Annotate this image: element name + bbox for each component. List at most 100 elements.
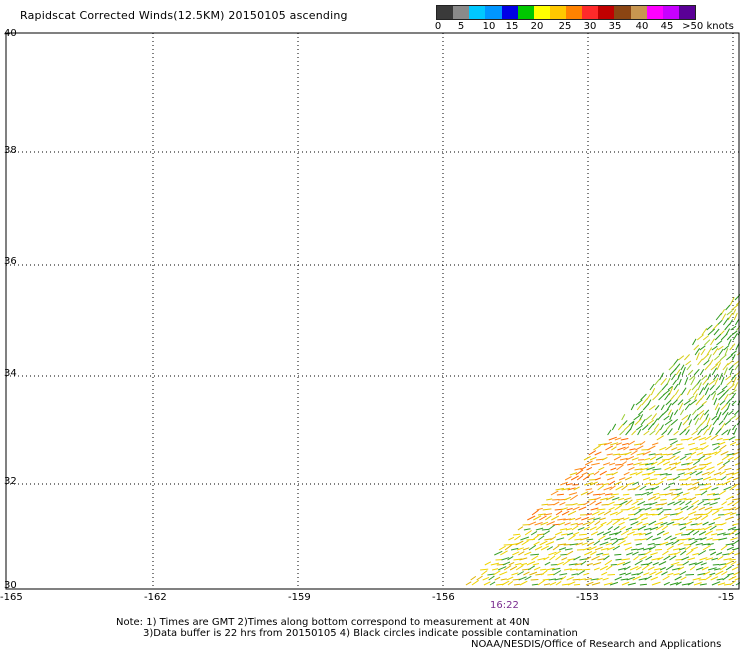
- wind-vector: [730, 350, 737, 356]
- wind-vector: [602, 483, 609, 486]
- wind-vector: [669, 462, 678, 466]
- wind-vector: [649, 526, 659, 531]
- wind-vector: [698, 410, 705, 416]
- wind-vector: [591, 462, 600, 466]
- wind-vector: [562, 559, 571, 566]
- wind-vector: [490, 562, 500, 566]
- wind-vector: [667, 385, 674, 391]
- wind-vector: [702, 378, 709, 386]
- wind-vector: [558, 547, 567, 551]
- wind-vector: [532, 563, 540, 566]
- lon-tick-label: -165: [0, 592, 23, 603]
- wind-vector: [507, 580, 514, 586]
- wind-vector: [563, 518, 572, 521]
- wind-vector: [713, 373, 719, 381]
- wind-vector: [588, 520, 595, 526]
- wind-vector: [660, 377, 667, 386]
- wind-vector: [661, 525, 668, 531]
- wind-vector: [690, 546, 698, 551]
- wind-vector: [635, 566, 642, 571]
- wind-vector: [687, 486, 697, 491]
- wind-vector: [703, 382, 709, 391]
- wind-vector: [561, 510, 570, 516]
- wind-vector: [709, 572, 716, 576]
- wind-vector: [521, 540, 529, 546]
- wind-vector: [646, 535, 653, 541]
- wind-vector: [676, 443, 683, 446]
- wind-vector: [642, 403, 650, 411]
- wind-vector: [701, 543, 710, 546]
- wind-vector: [602, 553, 610, 556]
- wind-vector: [639, 583, 647, 586]
- wind-vector: [516, 547, 524, 551]
- wind-vector: [592, 562, 602, 566]
- wind-vector: [733, 312, 738, 321]
- wind-vector: [593, 567, 600, 571]
- wind-vector: [713, 472, 722, 476]
- wind-vector: [725, 543, 734, 546]
- wind-vector: [539, 540, 548, 546]
- wind-vector: [663, 581, 670, 586]
- wind-vector: [660, 453, 668, 456]
- wind-vector: [703, 359, 710, 366]
- wind-vector: [641, 517, 648, 521]
- wind-vector: [709, 427, 714, 436]
- wind-vector: [702, 335, 709, 341]
- wind-vector: [647, 445, 656, 451]
- wind-vector: [719, 444, 727, 451]
- wind-vector: [713, 516, 721, 521]
- wind-vector: [695, 447, 703, 451]
- wind-vector: [567, 558, 575, 561]
- wind-vector: [668, 364, 675, 371]
- wind-vector: [634, 468, 643, 471]
- lon-tick-label: -156: [432, 592, 455, 603]
- wind-vector: [655, 455, 664, 461]
- wind-vector: [583, 501, 590, 506]
- wind-vector: [594, 546, 603, 551]
- wind-vector: [649, 383, 655, 391]
- wind-vector: [576, 569, 583, 571]
- wind-vector: [489, 581, 496, 586]
- wind-vector: [693, 582, 702, 586]
- wind-vector: [609, 462, 616, 466]
- pass-time-label: 16:22: [490, 600, 519, 611]
- wind-vector: [712, 347, 719, 356]
- wind-vector: [713, 328, 720, 336]
- wind-vector: [669, 513, 679, 516]
- wind-vector: [615, 464, 622, 466]
- wind-vector: [723, 411, 729, 421]
- scale-swatch: [485, 6, 502, 19]
- wind-vector: [674, 551, 681, 556]
- wind-vector: [566, 532, 574, 536]
- scale-swatch: [662, 6, 679, 19]
- wind-vector: [659, 372, 664, 381]
- wind-vector: [538, 535, 545, 541]
- wind-vector: [651, 442, 659, 446]
- wind-vector: [711, 486, 719, 491]
- wind-vector: [679, 570, 687, 576]
- scale-swatch: [533, 6, 550, 19]
- wind-vector: [646, 561, 653, 566]
- wind-vector: [654, 379, 660, 386]
- wind-vector: [710, 390, 716, 396]
- wind-vector: [520, 536, 530, 541]
- wind-vector: [572, 578, 581, 581]
- wind-vector: [729, 512, 737, 516]
- wind-vector: [528, 521, 537, 526]
- scale-swatch: [566, 6, 583, 19]
- wind-vector: [716, 506, 724, 511]
- wind-vector: [698, 437, 706, 441]
- wind-vector: [584, 460, 593, 466]
- wind-vector: [633, 462, 642, 466]
- wind-vector: [627, 463, 634, 466]
- wind-vector: [666, 545, 674, 551]
- wind-vector: [715, 570, 724, 576]
- wind-vector: [530, 553, 540, 556]
- wind-vector: [587, 517, 596, 521]
- wind-vector: [626, 506, 636, 511]
- wind-vector: [573, 555, 581, 561]
- wind-vector: [625, 455, 635, 461]
- wind-vector: [635, 471, 643, 476]
- wind-vector: [688, 465, 697, 471]
- wind-vector: [731, 374, 737, 381]
